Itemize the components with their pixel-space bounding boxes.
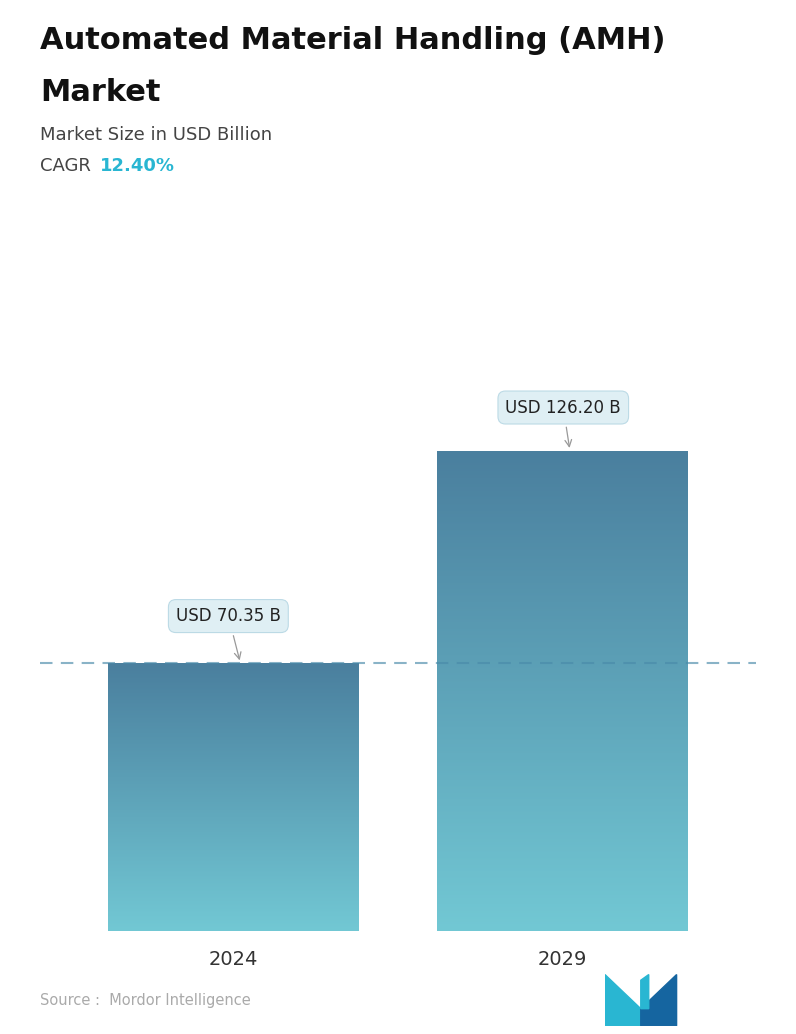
Polygon shape: [605, 974, 641, 1026]
Polygon shape: [641, 974, 677, 1026]
Text: Market: Market: [40, 78, 160, 107]
Text: 12.40%: 12.40%: [100, 157, 174, 175]
Text: CAGR: CAGR: [40, 157, 91, 175]
Text: Automated Material Handling (AMH): Automated Material Handling (AMH): [40, 26, 665, 55]
Text: USD 126.20 B: USD 126.20 B: [505, 398, 621, 447]
Text: USD 70.35 B: USD 70.35 B: [176, 607, 281, 659]
Polygon shape: [641, 974, 649, 1009]
Text: Source :  Mordor Intelligence: Source : Mordor Intelligence: [40, 993, 251, 1008]
Text: Market Size in USD Billion: Market Size in USD Billion: [40, 126, 272, 144]
